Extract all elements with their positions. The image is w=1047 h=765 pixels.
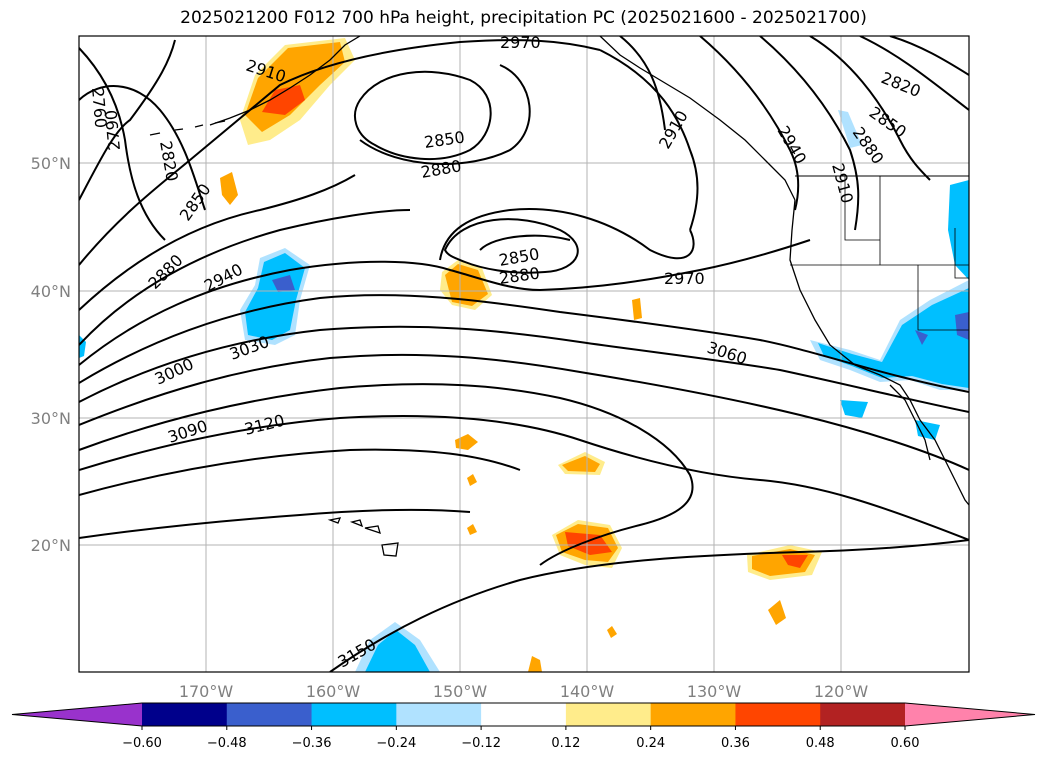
- map-title: 2025021200 F012 700 hPa height, precipit…: [180, 8, 867, 28]
- precip-anomaly-shading: [79, 38, 969, 672]
- graticule: [79, 36, 969, 672]
- contour-label: 2850: [423, 127, 466, 151]
- map-frame: [78, 35, 970, 673]
- colorbar-segment: [820, 703, 906, 726]
- colorbar-segment: [142, 703, 228, 726]
- lat-tick: 20°N: [31, 536, 71, 555]
- lon-tick: 150°W: [433, 682, 488, 701]
- colorbar: −0.60 −0.48 −0.36 −0.24 −0.12 0.12 0.24 0.36 0.4…: [11, 702, 1036, 751]
- colorbar-extend-low: [12, 703, 142, 726]
- colorbar-tick-label: 0.60: [891, 736, 920, 751]
- contour-label: 2910: [655, 107, 692, 152]
- lon-tick: 170°W: [179, 682, 234, 701]
- colorbar-tick-label: −0.60: [122, 736, 162, 751]
- colorbar-segment: [650, 703, 736, 726]
- contour-label: 3120: [242, 411, 286, 439]
- colorbar-extend-high: [905, 703, 1035, 726]
- colorbar-tick-label: 0.24: [636, 736, 665, 751]
- colorbar-tick-label: 0.36: [721, 736, 750, 751]
- latitude-tick-labels: 50°N 40°N 30°N 20°N: [31, 154, 71, 555]
- lon-tick: 120°W: [814, 682, 869, 701]
- coastlines: [149, 36, 969, 557]
- colorbar-tick-label: −0.12: [461, 736, 501, 751]
- colorbar-segment: [396, 703, 482, 726]
- colorbar-segment: [565, 703, 652, 726]
- contour-label: 3060: [705, 338, 750, 369]
- colorbar-segment: [481, 703, 567, 726]
- contour-label: 2790: [102, 109, 124, 151]
- height-contours: [79, 36, 969, 672]
- contour-label: 2880: [144, 251, 186, 293]
- lon-tick: 140°W: [560, 682, 615, 701]
- contour-label: 2760: [88, 87, 110, 129]
- contour-label: 2820: [156, 139, 182, 182]
- lon-tick: 160°W: [306, 682, 361, 701]
- map-plot-area: 2970 2910 2760 2790 2820 2850 2880 2850 …: [79, 33, 969, 672]
- colorbar-tick-label: 0.48: [806, 736, 835, 751]
- lat-tick: 50°N: [31, 154, 71, 173]
- lat-tick: 40°N: [31, 282, 71, 301]
- contour-label: 2970: [664, 269, 705, 288]
- contour-label: 2940: [774, 123, 811, 168]
- contour-label: 2910: [828, 161, 857, 205]
- colorbar-tick-label: −0.36: [292, 736, 332, 751]
- colorbar-tick-label: −0.48: [207, 736, 247, 751]
- colorbar-tick-label: 0.12: [551, 736, 580, 751]
- lon-tick: 130°W: [687, 682, 742, 701]
- colorbar-tick-label: −0.24: [376, 736, 416, 751]
- colorbar-segment: [735, 703, 821, 726]
- contour-label: 2940: [201, 260, 246, 296]
- colorbar-segment: [311, 703, 397, 726]
- contour-label: 3030: [227, 332, 272, 364]
- lat-tick: 30°N: [31, 409, 71, 428]
- contour-label: 2850: [176, 180, 215, 224]
- contour-label: 2970: [500, 33, 541, 52]
- longitude-tick-labels: 170°W 160°W 150°W 140°W 130°W 120°W: [179, 682, 869, 701]
- contour-label: 3000: [152, 354, 197, 388]
- colorbar-segment: [226, 703, 313, 726]
- contour-label: 2820: [879, 68, 924, 101]
